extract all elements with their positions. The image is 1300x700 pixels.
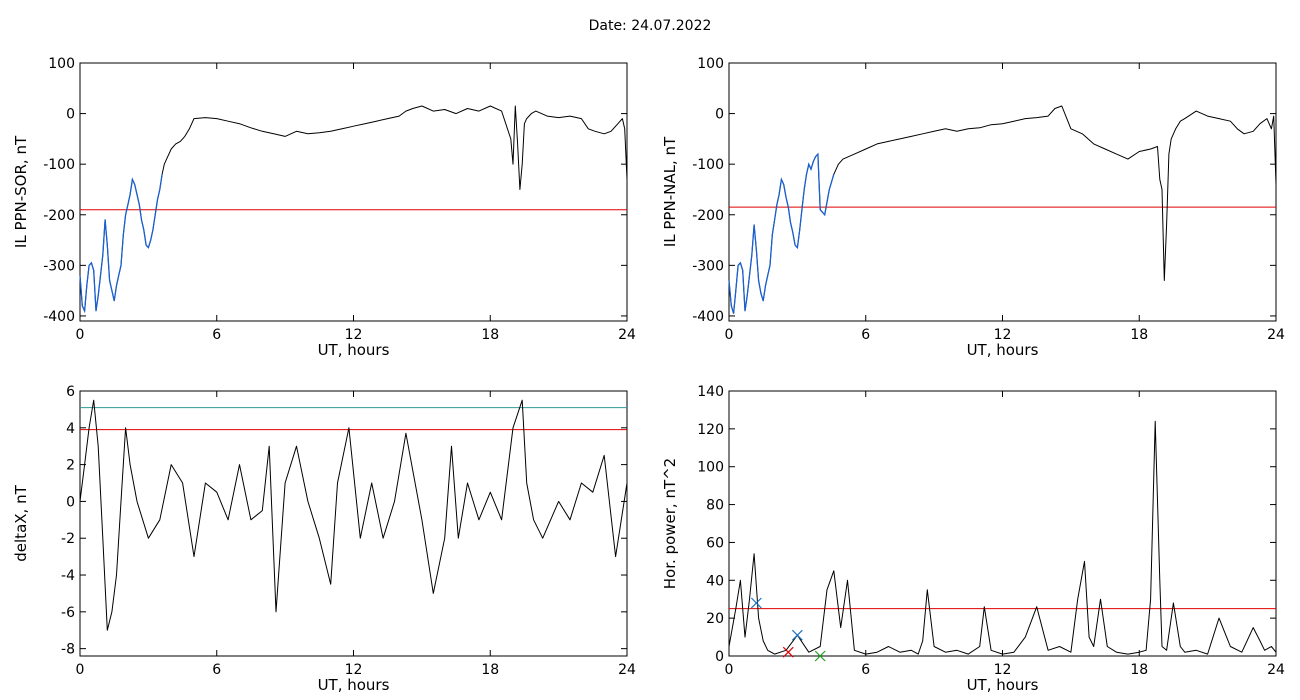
y-tick-label: -100 bbox=[43, 157, 75, 173]
y-tick-label: 80 bbox=[706, 498, 724, 514]
x-tick-label: 12 bbox=[345, 662, 363, 678]
y-axis-label: deltaX, nT bbox=[12, 484, 30, 561]
panel-ppn-sor: 0 6 12 18 24 -400 -300 -200 -100 0 100 UT, hours IL … bbox=[12, 56, 636, 359]
event-marker bbox=[791, 629, 803, 641]
x-tick-label: 12 bbox=[994, 662, 1012, 678]
y-tick-label: -400 bbox=[692, 309, 724, 325]
series-line bbox=[79, 399, 628, 631]
x-tick-label: 18 bbox=[1130, 327, 1148, 343]
y-tick-label: -200 bbox=[692, 208, 724, 224]
y-tick-label: 100 bbox=[697, 56, 724, 72]
y-tick-label: 100 bbox=[48, 56, 75, 72]
x-tick-label: 0 bbox=[725, 662, 734, 678]
y-tick-label: -100 bbox=[692, 157, 724, 173]
x-tick-label: 18 bbox=[1130, 662, 1148, 678]
x-tick-label: 0 bbox=[76, 662, 85, 678]
x-tick-label: 6 bbox=[212, 327, 221, 343]
y-tick-label: 2 bbox=[66, 458, 75, 474]
event-marker bbox=[750, 597, 762, 609]
panel-ppn-nal: 0 6 12 18 24 -400 -300 -200 -100 0 100 UT, hours IL … bbox=[661, 56, 1285, 359]
series-highlight bbox=[728, 152, 835, 314]
x-axis-label: UT, hours bbox=[967, 341, 1039, 359]
y-tick-label: 4 bbox=[66, 421, 75, 437]
series-line bbox=[728, 420, 1277, 655]
y-tick-label: -4 bbox=[61, 568, 75, 584]
y-tick-label: -300 bbox=[43, 258, 75, 274]
y-tick-label: 0 bbox=[66, 107, 75, 123]
x-tick-label: 24 bbox=[1267, 662, 1285, 678]
plot-frame bbox=[728, 390, 1277, 657]
x-axis-label: UT, hours bbox=[318, 676, 390, 694]
x-tick-label: 24 bbox=[1267, 327, 1285, 343]
y-axis-label: Hor. power, nT^2 bbox=[661, 458, 679, 589]
y-tick-label: -200 bbox=[43, 208, 75, 224]
x-tick-label: 24 bbox=[618, 662, 636, 678]
series-highlight bbox=[79, 174, 163, 314]
x-tick-label: 24 bbox=[618, 327, 636, 343]
y-tick-label: 20 bbox=[706, 611, 724, 627]
x-tick-label: 6 bbox=[212, 662, 221, 678]
y-tick-label: 100 bbox=[697, 460, 724, 476]
y-tick-label: 0 bbox=[715, 107, 724, 123]
y-axis-label: IL PPN-NAL, nT bbox=[661, 136, 679, 247]
panel-hor-power: 0 6 12 18 24 0 20 40 60 80 100 120 140 UT, hours Hor. … bbox=[661, 384, 1285, 694]
event-marker bbox=[782, 646, 794, 658]
y-tick-label: 140 bbox=[697, 384, 724, 400]
y-tick-label: -300 bbox=[692, 258, 724, 274]
y-tick-label: -400 bbox=[43, 309, 75, 325]
plot-frame bbox=[728, 62, 1277, 322]
y-tick-label: 6 bbox=[66, 384, 75, 400]
x-tick-label: 18 bbox=[481, 327, 499, 343]
y-tick-label: 60 bbox=[706, 535, 724, 551]
series-line bbox=[728, 105, 1277, 314]
y-tick-label: 0 bbox=[66, 494, 75, 510]
y-tick-label: -8 bbox=[61, 642, 75, 658]
y-tick-label: -2 bbox=[61, 531, 75, 547]
x-axis-label: UT, hours bbox=[318, 341, 390, 359]
y-axis-label: IL PPN-SOR, nT bbox=[12, 135, 30, 248]
y-tick-label: 120 bbox=[697, 422, 724, 438]
series-line bbox=[79, 105, 628, 312]
x-axis-label: UT, hours bbox=[967, 676, 1039, 694]
x-tick-label: 6 bbox=[861, 662, 870, 678]
event-marker bbox=[814, 650, 826, 662]
x-tick-label: 12 bbox=[345, 327, 363, 343]
y-tick-label: 0 bbox=[715, 649, 724, 665]
x-tick-label: 0 bbox=[725, 327, 734, 343]
plot-frame bbox=[79, 62, 628, 322]
plot-frame bbox=[79, 390, 628, 657]
x-tick-label: 6 bbox=[861, 327, 870, 343]
figure-title: Date: 24.07.2022 bbox=[588, 18, 712, 34]
y-tick-label: 40 bbox=[706, 573, 724, 589]
x-tick-label: 18 bbox=[481, 662, 499, 678]
y-tick-label: -6 bbox=[61, 605, 75, 621]
x-tick-label: 12 bbox=[994, 327, 1012, 343]
x-tick-label: 0 bbox=[76, 327, 85, 343]
